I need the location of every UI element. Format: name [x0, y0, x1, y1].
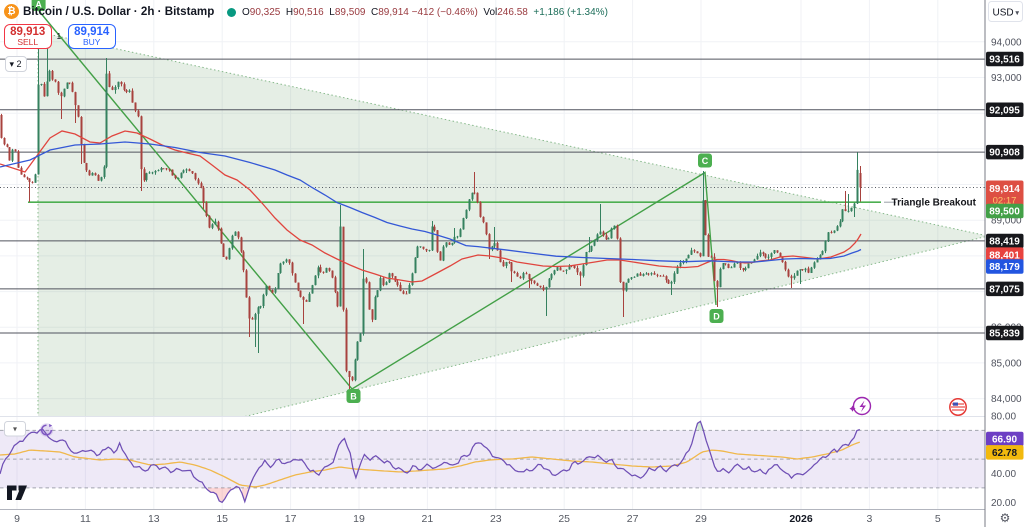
svg-text:20.00: 20.00: [991, 498, 1016, 509]
svg-text:A: A: [35, 0, 42, 10]
svg-text:87,075: 87,075: [989, 285, 1020, 296]
svg-text:13: 13: [148, 513, 160, 525]
svg-text:92,095: 92,095: [989, 105, 1020, 116]
svg-text:5: 5: [935, 513, 941, 525]
svg-text:2026: 2026: [789, 513, 813, 525]
svg-text:94,000: 94,000: [991, 37, 1022, 48]
svg-text:89,500: 89,500: [989, 207, 1020, 218]
svg-text:3: 3: [866, 513, 872, 525]
svg-text:17: 17: [285, 513, 297, 525]
svg-text:▼: ▼: [1014, 10, 1020, 17]
svg-text:88,401: 88,401: [989, 250, 1020, 261]
svg-text:Triangle Breakout: Triangle Breakout: [892, 198, 977, 209]
svg-text:85,000: 85,000: [991, 358, 1022, 369]
svg-text:93,000: 93,000: [991, 73, 1022, 84]
svg-text:02:17: 02:17: [993, 196, 1017, 207]
svg-text:15: 15: [216, 513, 228, 525]
svg-text:C: C: [702, 156, 709, 166]
svg-text:B: B: [350, 392, 357, 402]
svg-text:▾: ▾: [13, 425, 17, 434]
svg-text:9: 9: [14, 513, 20, 525]
svg-text:89,914: 89,914: [989, 184, 1020, 195]
svg-text:62.78: 62.78: [992, 448, 1017, 459]
svg-text:93,516: 93,516: [989, 55, 1020, 66]
svg-text:23: 23: [490, 513, 502, 525]
svg-text:29: 29: [695, 513, 707, 525]
svg-text:84,000: 84,000: [991, 394, 1022, 405]
svg-text:27: 27: [627, 513, 639, 525]
svg-text:40.00: 40.00: [991, 469, 1016, 480]
svg-text:25: 25: [558, 513, 570, 525]
svg-text:66.90: 66.90: [992, 435, 1017, 446]
svg-text:21: 21: [422, 513, 434, 525]
svg-text:88,179: 88,179: [989, 262, 1020, 273]
svg-text:80.00: 80.00: [991, 412, 1016, 423]
svg-text:19: 19: [353, 513, 365, 525]
svg-text:USD: USD: [993, 8, 1014, 19]
svg-text:⚙: ⚙: [1000, 511, 1011, 525]
svg-text:D: D: [713, 312, 720, 322]
svg-text:89,000: 89,000: [991, 216, 1022, 227]
svg-text:85,839: 85,839: [989, 329, 1020, 340]
svg-text:88,419: 88,419: [989, 237, 1020, 248]
svg-text:11: 11: [80, 513, 91, 525]
svg-text:90,908: 90,908: [989, 148, 1020, 159]
